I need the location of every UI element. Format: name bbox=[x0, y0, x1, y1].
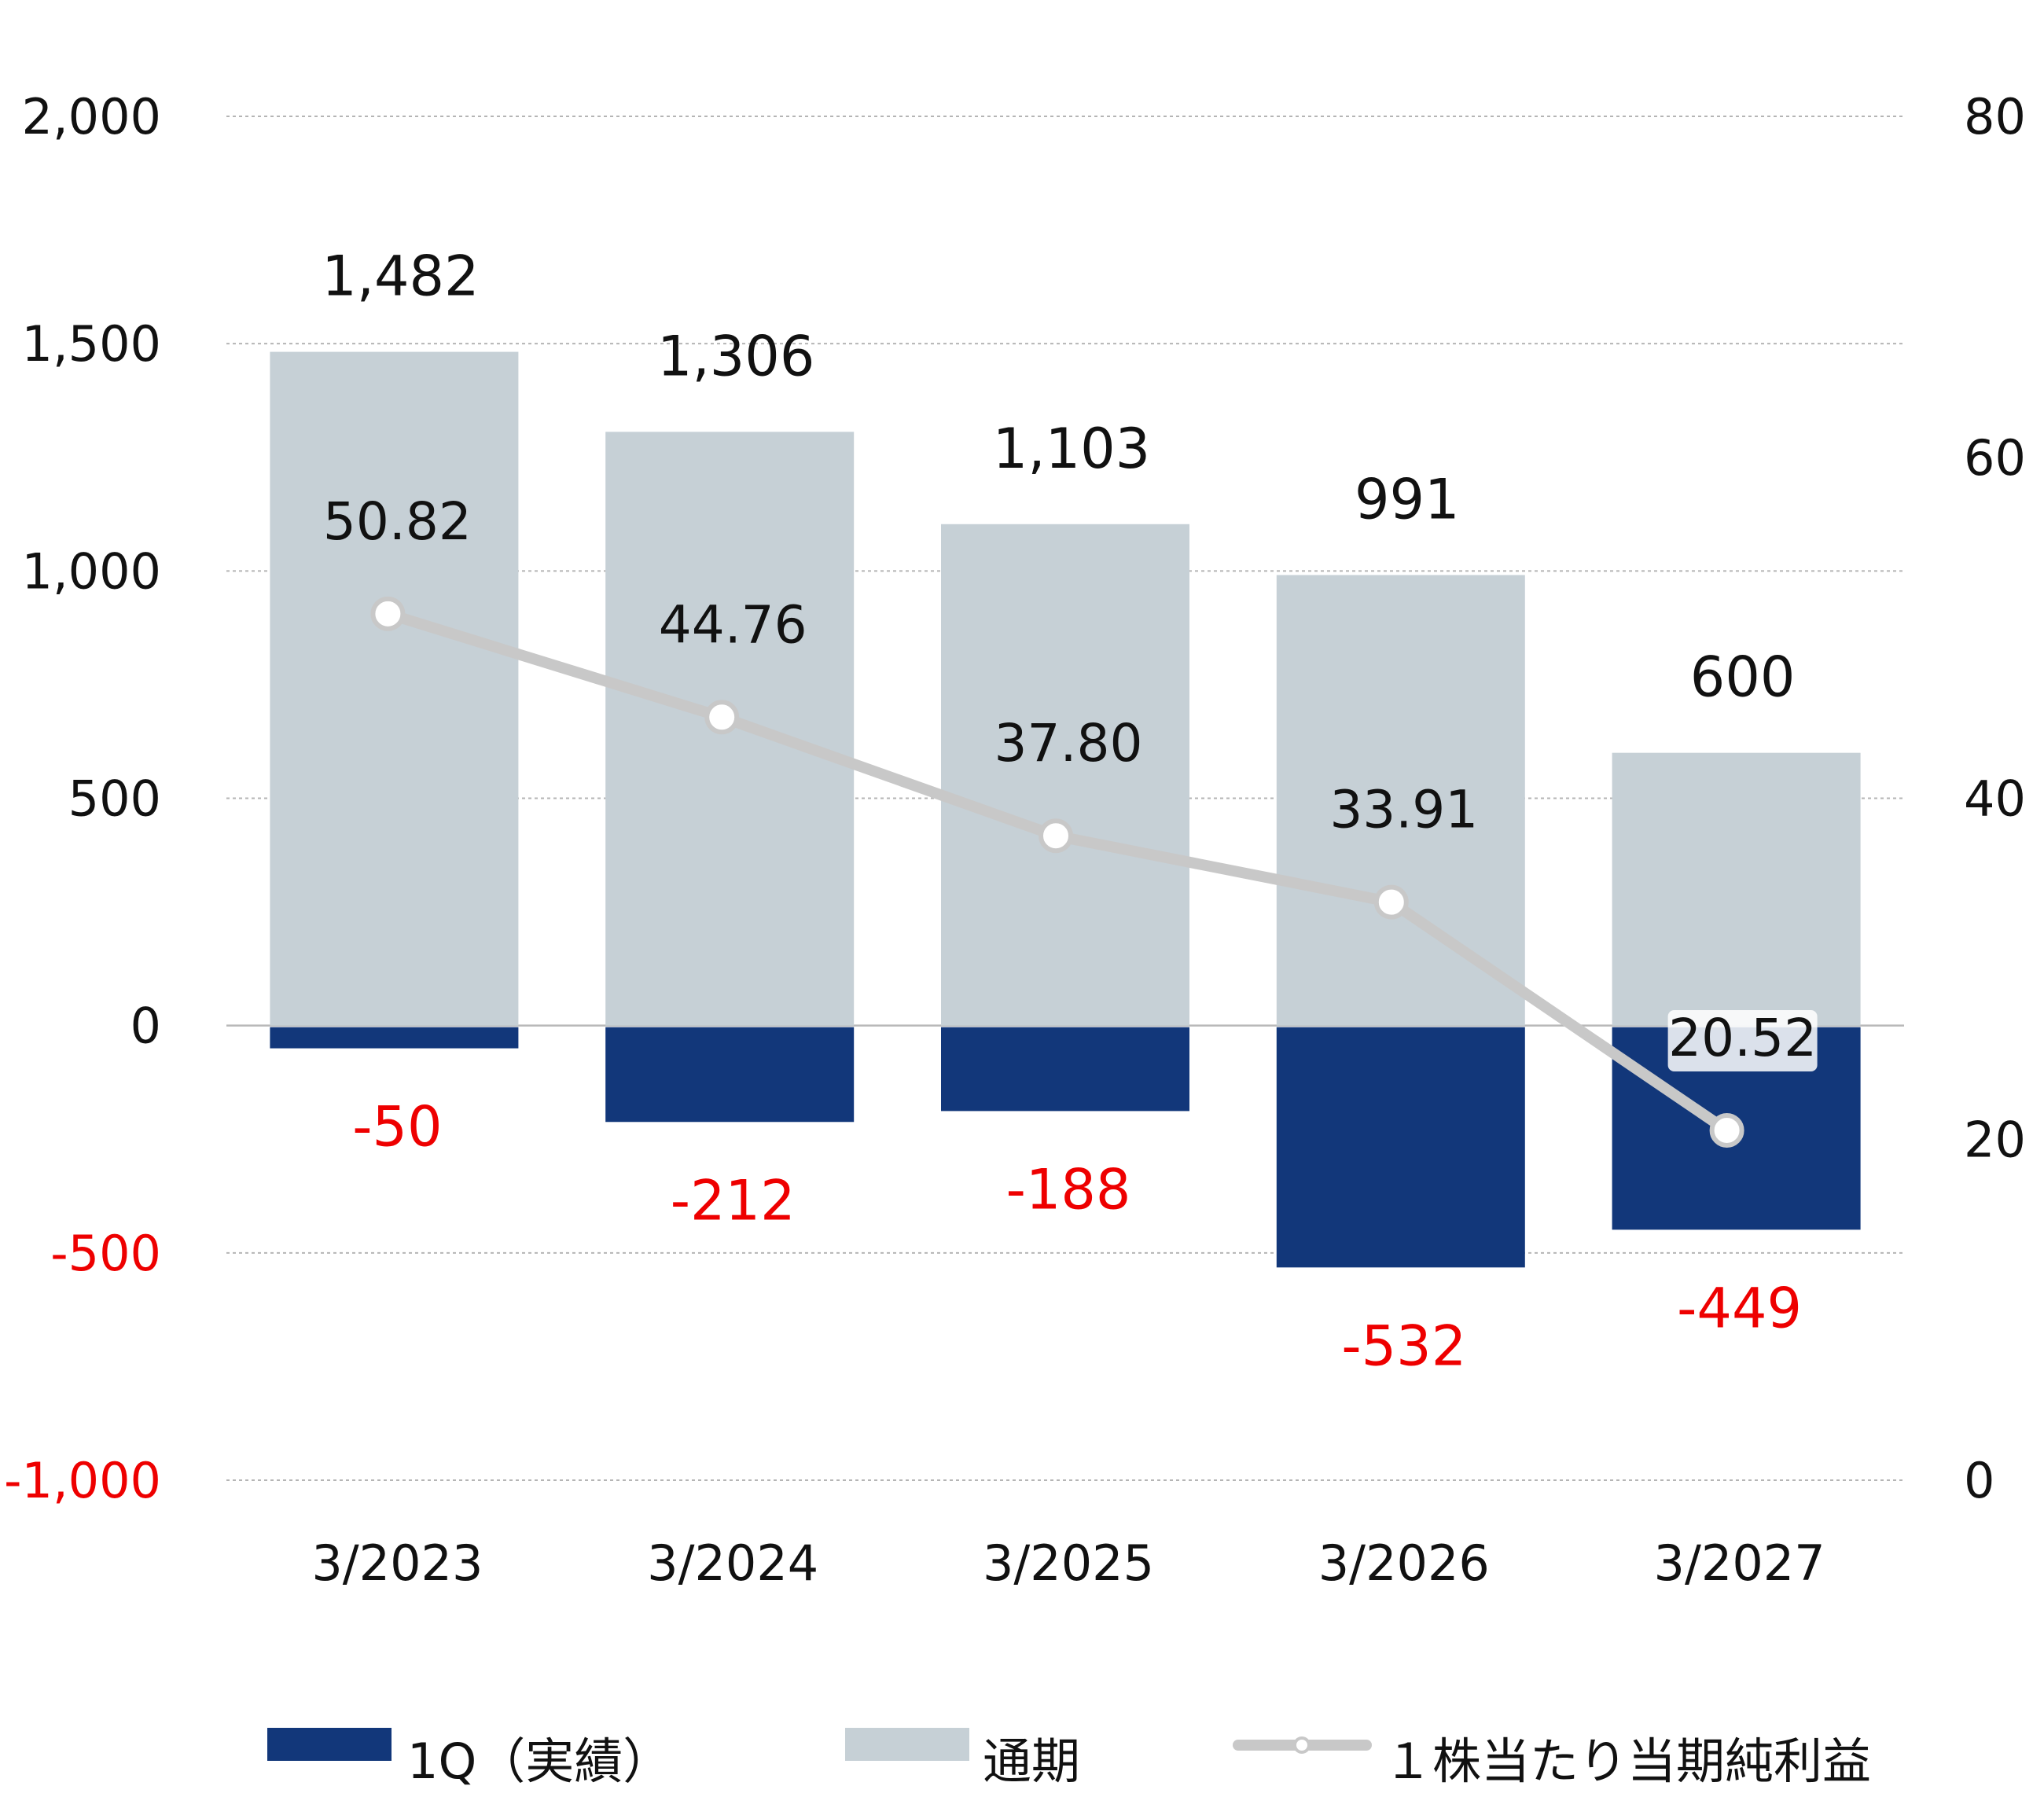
label-full-year: 1,482 bbox=[322, 244, 479, 309]
right-tick-label: 0 bbox=[1964, 1452, 1994, 1509]
label-1q: -532 bbox=[1341, 1314, 1466, 1378]
right-tick-label: 60 bbox=[1964, 429, 2026, 487]
label-full-year: 1,306 bbox=[657, 324, 814, 388]
label-1q: -449 bbox=[1677, 1276, 1802, 1340]
legend-label-full-year: 通期 bbox=[983, 1733, 1080, 1790]
legend-swatch-full-year bbox=[845, 1728, 969, 1761]
bar-1q bbox=[605, 1027, 855, 1123]
bar-1q bbox=[941, 1027, 1189, 1112]
category-label: 3/2027 bbox=[1654, 1534, 1825, 1592]
left-tick-label: 1,000 bbox=[22, 542, 162, 600]
legend-label-1q: 1Q（実績） bbox=[407, 1733, 671, 1790]
bar-full-year bbox=[941, 524, 1189, 1026]
left-tick-label: 0 bbox=[131, 998, 161, 1055]
right-tick-label: 20 bbox=[1964, 1111, 2026, 1168]
label-eps: 33.91 bbox=[1329, 780, 1478, 840]
legend-label-eps: １株当たり当期純利益 bbox=[1384, 1733, 1871, 1790]
left-axis: 2,000 1,500 1,000 500 0 -500 -1,000 bbox=[4, 88, 161, 1509]
eps-marker bbox=[1373, 884, 1409, 920]
left-tick-label: 1,500 bbox=[22, 315, 162, 373]
right-axis: 80 60 40 20 0 bbox=[1964, 88, 2026, 1509]
bar-1q bbox=[1276, 1027, 1525, 1268]
legend-item-full-year: 通期 bbox=[845, 1728, 1080, 1790]
category-label: 3/2025 bbox=[983, 1534, 1154, 1592]
bar-1q bbox=[270, 1027, 519, 1049]
legend-item-eps: １株当たり当期純利益 bbox=[1233, 1733, 1871, 1790]
label-1q: -188 bbox=[1006, 1157, 1131, 1222]
bar-full-year bbox=[1612, 752, 1861, 1026]
label-full-year: 991 bbox=[1355, 468, 1460, 532]
category-label: 3/2023 bbox=[311, 1534, 483, 1592]
left-tick-label: 500 bbox=[68, 770, 161, 828]
legend: 1Q（実績） 通期 １株当たり当期純利益 bbox=[267, 1728, 1871, 1790]
label-eps: 44.76 bbox=[659, 594, 807, 655]
label-eps: 50.82 bbox=[323, 491, 472, 552]
eps-marker bbox=[1709, 1112, 1744, 1148]
label-1q: -50 bbox=[352, 1095, 442, 1159]
right-tick-label: 40 bbox=[1964, 770, 2026, 828]
right-tick-label: 80 bbox=[1964, 88, 2026, 145]
eps-label-halo bbox=[1667, 1009, 1818, 1071]
eps-marker bbox=[704, 700, 740, 735]
legend-item-1q: 1Q（実績） bbox=[267, 1728, 671, 1790]
left-tick-label: -1,000 bbox=[4, 1452, 161, 1509]
legend-swatch-1q bbox=[267, 1728, 392, 1761]
left-tick-label: -500 bbox=[50, 1225, 161, 1282]
category-label: 3/2024 bbox=[647, 1534, 818, 1592]
label-eps: 37.80 bbox=[994, 713, 1143, 774]
label-eps: 20.52 bbox=[1668, 1008, 1817, 1068]
eps-marker bbox=[1039, 818, 1073, 854]
label-full-year: 1,103 bbox=[993, 417, 1150, 481]
legend-marker-eps bbox=[1293, 1736, 1311, 1754]
bar-full-year bbox=[270, 351, 519, 1026]
left-tick-label: 2,000 bbox=[22, 88, 162, 145]
eps-marker bbox=[370, 596, 406, 631]
category-label: 3/2026 bbox=[1318, 1534, 1490, 1592]
label-full-year: 600 bbox=[1690, 645, 1796, 710]
bars bbox=[270, 351, 1861, 1268]
label-1q: -212 bbox=[671, 1168, 796, 1233]
eps-line bbox=[370, 596, 1744, 1148]
bar-full-year bbox=[1276, 575, 1525, 1026]
data-labels: 1,482 1,306 1,103 991 600 -50 -212 -188 -532 -449… bbox=[322, 244, 1818, 1378]
category-axis: 3/2023 3/2024 3/2025 3/2026 3/2027 bbox=[311, 1534, 1825, 1592]
